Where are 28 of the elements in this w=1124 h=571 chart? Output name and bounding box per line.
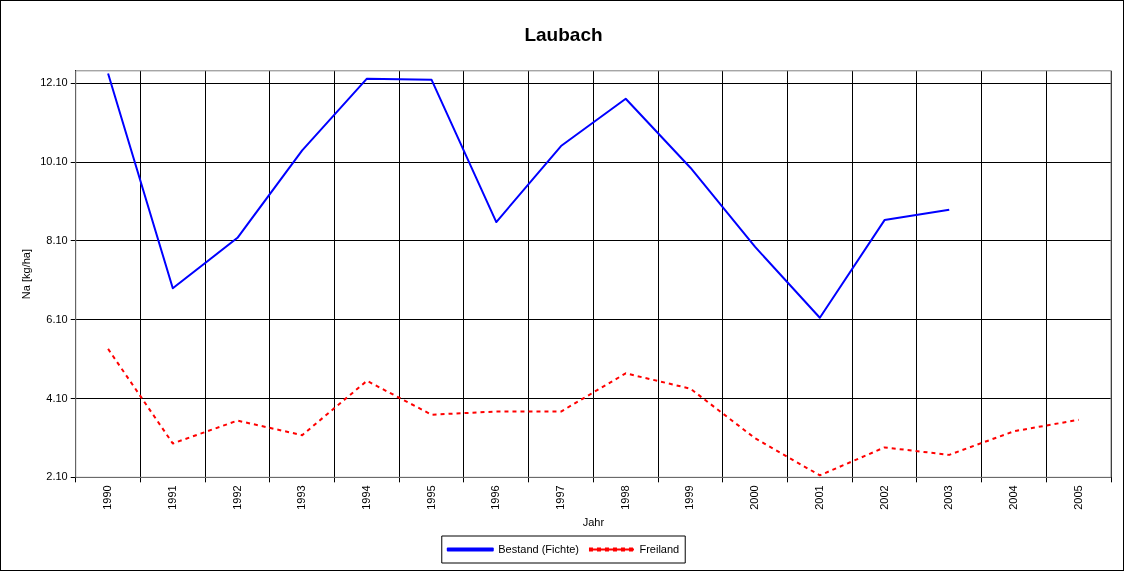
y-tick-label: 12.10 — [40, 76, 68, 89]
x-tick-label: 1996 — [489, 485, 502, 510]
y-tick-label: 2.10 — [46, 470, 68, 483]
x-tick-label: 2000 — [748, 485, 761, 510]
x-tick-label: 2003 — [942, 485, 955, 510]
y-tick-label: 8.10 — [46, 234, 68, 247]
x-tick-label: 1995 — [424, 485, 437, 510]
legend-label: Freiland — [639, 542, 680, 555]
x-tick-label: 2005 — [1071, 485, 1084, 510]
x-tick-label: 1994 — [359, 485, 372, 510]
x-tick-label: 2004 — [1006, 485, 1019, 510]
line-series — [107, 347, 1080, 477]
y-tick-label: 4.10 — [46, 391, 68, 404]
x-axis-title: Jahr — [582, 516, 605, 529]
x-tick-label: 1998 — [618, 485, 631, 510]
y-axis-title: Na [kg/ha] — [19, 248, 32, 300]
y-tick-label: 6.10 — [46, 312, 68, 325]
legend-label: Bestand (Fichte) — [498, 542, 579, 555]
x-tick-label: 2001 — [812, 485, 825, 510]
x-tick-label: 1992 — [230, 485, 243, 510]
y-tick-label: 10.10 — [40, 155, 68, 168]
x-tick-label: 1993 — [295, 485, 308, 510]
chart-title: Laubach — [524, 23, 603, 45]
x-tick-label: 1999 — [683, 485, 696, 510]
x-tick-label: 1997 — [554, 485, 567, 510]
x-tick-label: 1990 — [101, 485, 114, 510]
x-tick-label: 2002 — [877, 485, 890, 510]
x-tick-label: 1991 — [165, 485, 178, 510]
